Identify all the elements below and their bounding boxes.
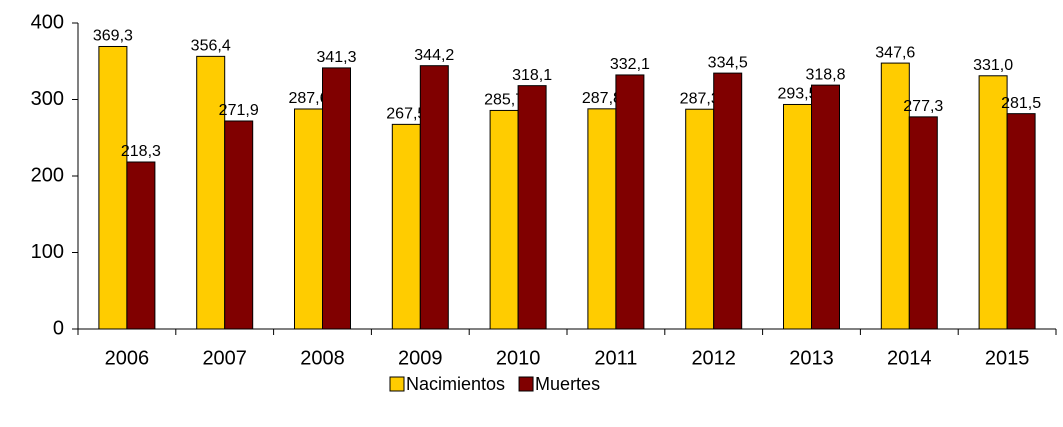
bar [880, 62, 910, 330]
legend-label: Nacimientos [406, 374, 505, 394]
y-tick-label: 200 [31, 164, 64, 186]
bar [196, 55, 226, 330]
x-tick-label: 2013 [789, 347, 834, 369]
y-tick-label: 300 [31, 88, 64, 110]
bar [391, 123, 421, 330]
bar [322, 67, 351, 330]
bar [98, 45, 128, 330]
x-tick-label: 2011 [594, 347, 637, 369]
value-label: 334,5 [708, 54, 748, 71]
bar [224, 120, 254, 330]
value-label: 285,7 [484, 92, 524, 109]
bar [294, 108, 323, 330]
bar [587, 108, 617, 330]
y-tick-label: 400 [31, 11, 64, 33]
bar [783, 103, 812, 330]
y-tick-label: 0 [53, 317, 64, 339]
value-label: 318,8 [805, 66, 845, 83]
x-tick-label: 2006 [105, 347, 150, 369]
bar [419, 65, 449, 330]
legend-label: Muertes [535, 374, 600, 394]
value-label: 287,6 [288, 90, 328, 107]
legend-swatch [389, 376, 405, 392]
value-label: 281,5 [1001, 95, 1041, 112]
x-tick-label: 2009 [398, 347, 443, 369]
value-label: 369,3 [93, 28, 133, 45]
bar [908, 116, 938, 330]
bar [713, 72, 743, 330]
legend-swatch [518, 376, 534, 392]
value-label: 341,3 [316, 49, 356, 66]
bar [811, 84, 840, 330]
bar [615, 74, 645, 330]
x-tick-label: 2015 [985, 347, 1030, 369]
bar [685, 108, 715, 330]
value-label: 344,2 [414, 47, 454, 64]
x-tick-label: 2008 [300, 347, 345, 369]
value-label: 277,3 [903, 98, 943, 115]
value-label: 332,1 [610, 56, 650, 73]
value-label: 318,1 [512, 67, 552, 84]
value-label: 293,5 [777, 86, 817, 103]
bar [1006, 113, 1036, 330]
bar [978, 75, 1008, 330]
value-label: 267,5 [386, 106, 426, 123]
bar [517, 85, 547, 330]
value-label: 271,9 [219, 102, 259, 119]
y-tick-label: 100 [31, 241, 64, 263]
x-tick-label: 2014 [887, 347, 932, 369]
value-label: 287,8 [582, 90, 622, 107]
x-tick-label: 2010 [496, 347, 541, 369]
value-label: 331,0 [973, 57, 1013, 74]
value-label: 287,3 [680, 90, 720, 107]
value-label: 347,6 [875, 44, 915, 61]
x-tick-label: 2012 [691, 347, 736, 369]
x-tick-label: 2007 [202, 347, 247, 369]
bar [126, 161, 156, 330]
bar [489, 109, 519, 330]
value-label: 218,3 [121, 143, 161, 160]
value-label: 356,4 [191, 38, 231, 55]
